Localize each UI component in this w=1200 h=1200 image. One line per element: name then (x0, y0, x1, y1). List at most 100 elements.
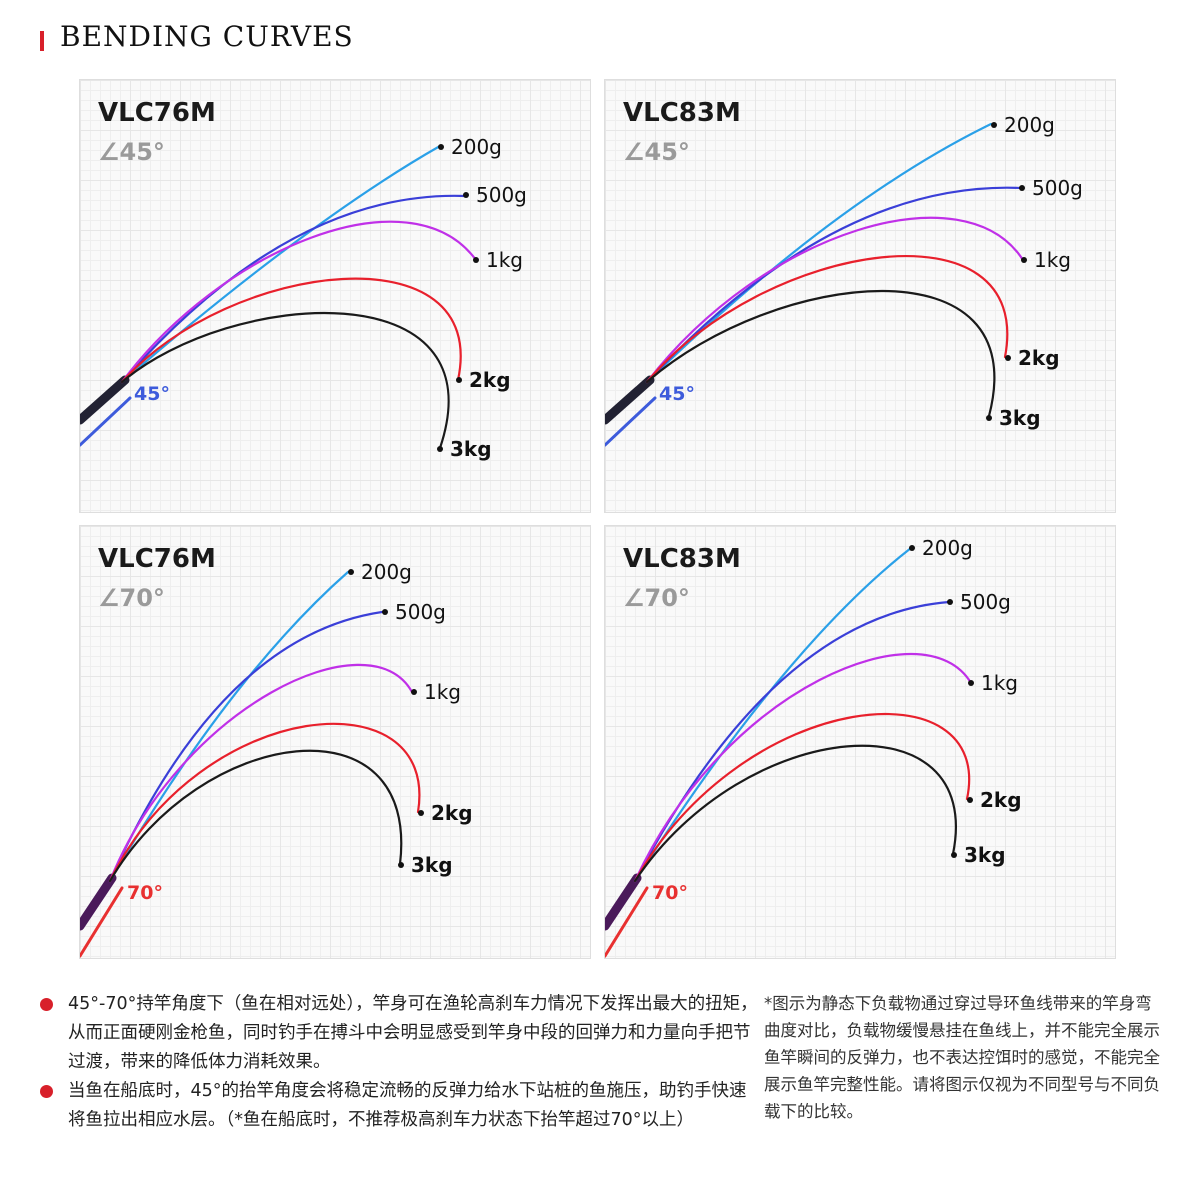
model-label: VLC76M (98, 98, 216, 128)
load-text: 3kg (964, 843, 1006, 867)
load-text: 500g (476, 183, 527, 207)
load-label-2kg: 2kg (1005, 347, 1060, 369)
note-bullet-1: 45°-70°持竿角度下（鱼在相对远处），竿身可在渔轮高刹车力情况下发挥出最大的… (40, 990, 760, 1077)
load-text: 200g (361, 560, 412, 584)
notes-right: *图示为静态下负载物通过穿过导环鱼线带来的竿身弯曲度对比，负载物缓慢悬挂在鱼线上… (764, 990, 1164, 1125)
load-text: 3kg (411, 853, 453, 877)
curve-1kg (645, 216, 1025, 384)
load-label-3kg: 3kg (398, 854, 453, 876)
curve-500g (645, 186, 1023, 384)
disclaimer-text: *图示为静态下负载物通过穿过导环鱼线带来的竿身弯曲度对比，负载物缓慢悬挂在鱼线上… (764, 994, 1160, 1121)
curve-200g (108, 570, 350, 883)
load-text: 500g (960, 590, 1011, 614)
curve-500g (633, 600, 951, 883)
red-bullet-icon (40, 998, 53, 1011)
curve-2kg (645, 254, 1009, 384)
load-dot (909, 544, 915, 551)
load-text: 2kg (1018, 346, 1060, 370)
curve-1kg (120, 220, 478, 384)
curve-3kg (633, 744, 957, 883)
angle-mark: 45° (659, 383, 695, 405)
model-label: VLC76M (98, 544, 216, 574)
note-text: 45°-70°持竿角度下（鱼在相对远处），竿身可在渔轮高刹车力情况下发挥出最大的… (68, 994, 758, 1072)
page-title: BENDING CURVES (60, 20, 354, 53)
red-bullet-icon (40, 1085, 53, 1098)
load-label-1kg: 1kg (411, 681, 461, 703)
load-dot (1019, 184, 1025, 191)
panel-vlc83m-70: VLC83M ∠70° 70° 200g 500g 1kg 2kg 3kg (604, 525, 1116, 959)
load-label-200g: 200g (348, 561, 412, 583)
bending-curves-vlc83m-70 (605, 546, 973, 958)
curve-2kg (120, 277, 462, 384)
load-label-500g: 500g (947, 591, 1011, 613)
angle-line-45 (80, 396, 132, 447)
angle-line-45 (605, 396, 657, 447)
load-text: 1kg (486, 248, 524, 272)
load-dot (382, 608, 388, 615)
rod-butt (605, 873, 642, 931)
load-label-3kg: 3kg (986, 407, 1041, 429)
load-label-2kg: 2kg (967, 789, 1022, 811)
curve-500g (108, 610, 384, 883)
load-text: 1kg (981, 671, 1019, 695)
curve-2kg (633, 713, 971, 883)
load-dot (463, 191, 469, 198)
load-label-2kg: 2kg (456, 369, 511, 391)
bending-curves-vlc76m-70 (80, 570, 421, 958)
load-label-200g: 200g (438, 136, 502, 158)
load-dot (951, 851, 957, 858)
model-label: VLC83M (623, 98, 741, 128)
load-label-500g: 500g (1019, 177, 1083, 199)
notes-left: 45°-70°持竿角度下（鱼在相对远处），竿身可在渔轮高刹车力情况下发挥出最大的… (40, 990, 760, 1135)
load-dot (437, 445, 443, 452)
bending-curves-vlc83m-45 (605, 122, 1025, 447)
load-text: 200g (922, 536, 973, 560)
load-text: 200g (1004, 113, 1055, 137)
load-dot (947, 598, 953, 605)
rod-butt (80, 375, 130, 425)
curve-2kg (108, 722, 421, 883)
load-dot (986, 414, 992, 421)
load-text: 1kg (1034, 248, 1072, 272)
bending-curves-vlc76m-45 (80, 144, 478, 450)
load-text: 1kg (424, 680, 462, 704)
load-dot (968, 679, 974, 686)
angle-label: ∠45° (623, 138, 690, 166)
load-text: 500g (395, 600, 446, 624)
angle-line-70 (605, 886, 649, 958)
load-label-200g: 200g (909, 537, 973, 559)
curve-1kg (108, 663, 414, 883)
panel-vlc83m-45: VLC83M ∠45° 45° 200g 500g 1kg 2kg 3kg (604, 79, 1116, 513)
curve-200g (645, 122, 993, 384)
angle-label: ∠45° (98, 138, 165, 166)
curve-3kg (108, 749, 403, 883)
load-label-200g: 200g (991, 114, 1055, 136)
angle-mark: 45° (134, 383, 170, 405)
load-dot (438, 143, 444, 150)
load-dot (1005, 354, 1011, 361)
load-label-2kg: 2kg (418, 802, 473, 824)
load-label-1kg: 1kg (473, 249, 523, 271)
panel-vlc76m-70: VLC76M ∠70° 70° 200g 500g 1kg 2kg 3kg (79, 525, 591, 959)
load-text: 3kg (450, 437, 492, 461)
curve-200g (633, 546, 913, 883)
note-bullet-2: 当鱼在船底时，45°的抬竿角度会将稳定流畅的反弹力给水下站桩的鱼施压，助钓手快速… (40, 1077, 760, 1135)
load-text: 2kg (980, 788, 1022, 812)
load-label-3kg: 3kg (437, 438, 492, 460)
load-label-1kg: 1kg (1021, 249, 1071, 271)
angle-mark: 70° (127, 882, 163, 904)
curve-3kg (645, 290, 996, 418)
angle-mark: 70° (652, 882, 688, 904)
load-label-1kg: 1kg (968, 672, 1018, 694)
title-accent-bar (40, 31, 44, 51)
load-label-500g: 500g (382, 601, 446, 623)
load-text: 2kg (469, 368, 511, 392)
load-text: 500g (1032, 176, 1083, 200)
load-text: 3kg (999, 406, 1041, 430)
angle-line-70 (80, 886, 124, 958)
note-text: 当鱼在船底时，45°的抬竿角度会将稳定流畅的反弹力给水下站桩的鱼施压，助钓手快速… (68, 1081, 747, 1130)
curve-3kg (120, 312, 450, 450)
load-dot (1021, 256, 1027, 263)
load-dot (473, 256, 479, 263)
angle-label: ∠70° (98, 584, 165, 612)
